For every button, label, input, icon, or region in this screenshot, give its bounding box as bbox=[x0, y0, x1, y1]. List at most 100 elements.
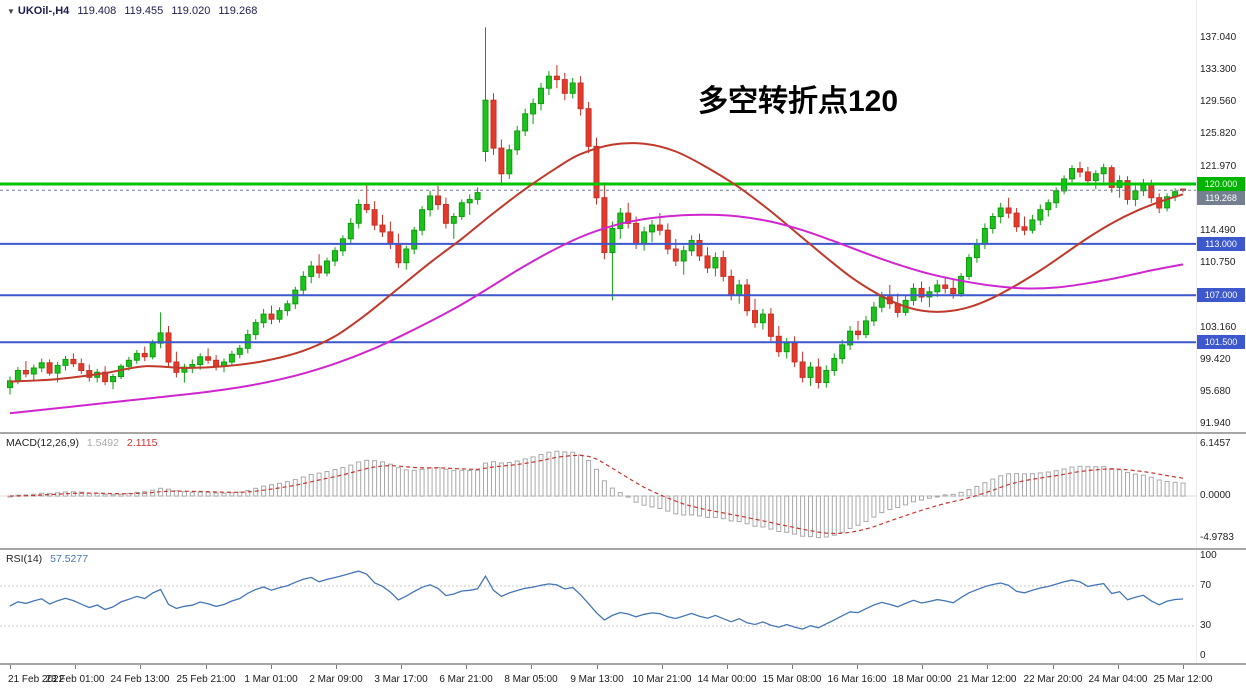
macd-axis-label[interactable]: 6.1457 bbox=[1200, 438, 1231, 449]
time-axis-label[interactable]: 18 Mar 00:00 bbox=[892, 674, 952, 685]
price-axis-label[interactable]: 110.750 bbox=[1200, 257, 1236, 268]
candle bbox=[38, 358, 45, 373]
time-axis-label[interactable]: 25 Mar 12:00 bbox=[1153, 674, 1213, 685]
time-tick bbox=[401, 665, 402, 669]
candle bbox=[110, 373, 116, 390]
time-tick bbox=[531, 665, 532, 669]
candle bbox=[649, 219, 655, 243]
candle bbox=[783, 338, 790, 359]
macd-label: MACD(12,26,9) bbox=[6, 437, 79, 449]
price-axis-label[interactable]: 103.160 bbox=[1200, 322, 1237, 333]
macd-canvas[interactable] bbox=[0, 434, 1246, 548]
rsi-axis-label[interactable]: 100 bbox=[1200, 550, 1217, 561]
time-axis-label[interactable]: 3 Mar 17:00 bbox=[374, 674, 428, 685]
time-axis-label[interactable]: 16 Mar 16:00 bbox=[827, 674, 887, 685]
time-axis[interactable]: 21 Feb 2022 23 Feb 01:00 24 Feb 13:00 25 Fe… bbox=[0, 665, 1246, 694]
time-tick bbox=[271, 665, 272, 669]
rsi-canvas[interactable] bbox=[0, 550, 1246, 663]
candle bbox=[712, 252, 719, 277]
rsi-panel[interactable]: RSI(14) 57.5277 100 70 30 0 bbox=[0, 550, 1246, 665]
time-axis-label[interactable]: 15 Mar 08:00 bbox=[762, 674, 822, 685]
price-tag-level: 113.000 bbox=[1197, 237, 1245, 251]
time-axis-label[interactable]: 22 Mar 20:00 bbox=[1023, 674, 1083, 685]
rsi-label: RSI(14) bbox=[6, 553, 43, 565]
price-tag-level: 101.500 bbox=[1197, 335, 1245, 349]
candle bbox=[276, 307, 283, 323]
candle bbox=[379, 214, 386, 237]
candle bbox=[363, 184, 370, 214]
ma-slow-line bbox=[9, 213, 1184, 415]
price-axis-label[interactable]: 125.820 bbox=[1200, 128, 1237, 139]
price-axis-label[interactable]: 129.560 bbox=[1200, 96, 1237, 107]
time-tick bbox=[336, 665, 337, 669]
candle bbox=[133, 350, 140, 364]
candle bbox=[70, 353, 77, 368]
time-axis-label[interactable]: 6 Mar 21:00 bbox=[439, 674, 493, 685]
time-axis-label[interactable]: 21 Mar 12:00 bbox=[957, 674, 1017, 685]
symbol-dropdown-icon[interactable]: ▼ bbox=[7, 7, 15, 16]
candle bbox=[332, 247, 338, 267]
candle bbox=[847, 326, 854, 350]
time-axis-label[interactable]: 9 Mar 13:00 bbox=[570, 674, 624, 685]
time-axis-label[interactable]: 10 Mar 21:00 bbox=[632, 674, 692, 685]
time-axis-label[interactable]: 24 Mar 04:00 bbox=[1088, 674, 1148, 685]
candle bbox=[482, 27, 489, 162]
rsi-axis-label[interactable]: 0 bbox=[1200, 650, 1206, 661]
ohlc-low: 119.020 bbox=[171, 5, 211, 17]
candle bbox=[1045, 199, 1052, 217]
macd-axis-label[interactable]: -4.9783 bbox=[1200, 532, 1234, 543]
time-axis-label[interactable]: 2 Mar 09:00 bbox=[309, 674, 363, 685]
price-axis-label[interactable]: 137.040 bbox=[1200, 32, 1237, 43]
time-tick bbox=[922, 665, 923, 669]
rsi-axis-label[interactable]: 70 bbox=[1200, 580, 1212, 591]
price-axis-label[interactable]: 133.300 bbox=[1200, 64, 1237, 75]
macd-axis-label[interactable]: 0.0000 bbox=[1200, 490, 1231, 501]
candle bbox=[720, 250, 727, 282]
candle bbox=[498, 139, 505, 186]
candle bbox=[442, 197, 449, 229]
time-axis-label[interactable]: 24 Feb 13:00 bbox=[110, 674, 170, 685]
candle bbox=[300, 271, 307, 296]
time-axis-label[interactable]: 14 Mar 00:00 bbox=[697, 674, 757, 685]
time-axis-label[interactable]: 21 Feb 2022 bbox=[8, 674, 65, 685]
candle bbox=[371, 201, 378, 231]
macd-signal-value: 2.1115 bbox=[126, 437, 158, 449]
price-axis-label[interactable]: 95.680 bbox=[1200, 386, 1231, 397]
time-axis-label[interactable]: 8 Mar 05:00 bbox=[504, 674, 558, 685]
candle bbox=[736, 279, 743, 304]
price-axis-label[interactable]: 114.490 bbox=[1200, 225, 1236, 236]
candle bbox=[569, 77, 576, 99]
candle bbox=[934, 279, 941, 297]
rsi-value: 57.5277 bbox=[50, 553, 89, 565]
macd-panel[interactable]: MACD(12,26,9) 1.5492 2.1115 6.1457 0.0000… bbox=[0, 434, 1246, 550]
candle bbox=[1029, 214, 1036, 234]
candle bbox=[506, 144, 513, 179]
time-axis-label[interactable]: 23 Feb 01:00 bbox=[45, 674, 105, 685]
candle bbox=[855, 320, 861, 340]
time-tick bbox=[987, 665, 988, 669]
candle bbox=[989, 213, 996, 234]
price-panel[interactable]: ▼ UKOil-,H4 119.408 119.455 119.020 119.2… bbox=[0, 0, 1246, 434]
time-tick bbox=[1183, 665, 1184, 669]
time-axis-label[interactable]: 25 Feb 21:00 bbox=[176, 674, 236, 685]
price-axis-label[interactable]: 121.970 bbox=[1200, 161, 1237, 172]
time-axis-label[interactable]: 1 Mar 01:00 bbox=[244, 674, 298, 685]
time-tick bbox=[1118, 665, 1119, 669]
macd-histogram bbox=[7, 450, 1186, 539]
candle bbox=[918, 281, 925, 303]
rsi-axis-separator bbox=[1196, 550, 1197, 663]
price-axis-label[interactable]: 99.420 bbox=[1200, 354, 1231, 365]
candle bbox=[981, 223, 988, 249]
candle bbox=[1132, 185, 1139, 207]
candle bbox=[744, 279, 751, 316]
time-tick bbox=[597, 665, 598, 669]
price-axis-label[interactable]: 91.940 bbox=[1200, 418, 1231, 429]
candle bbox=[355, 199, 362, 229]
rsi-axis-label[interactable]: 30 bbox=[1200, 620, 1212, 631]
candle bbox=[347, 218, 354, 244]
ohlc-high: 119.455 bbox=[124, 5, 164, 17]
candle bbox=[1140, 178, 1147, 196]
price-chart-canvas[interactable] bbox=[0, 0, 1246, 432]
candle bbox=[641, 226, 648, 251]
